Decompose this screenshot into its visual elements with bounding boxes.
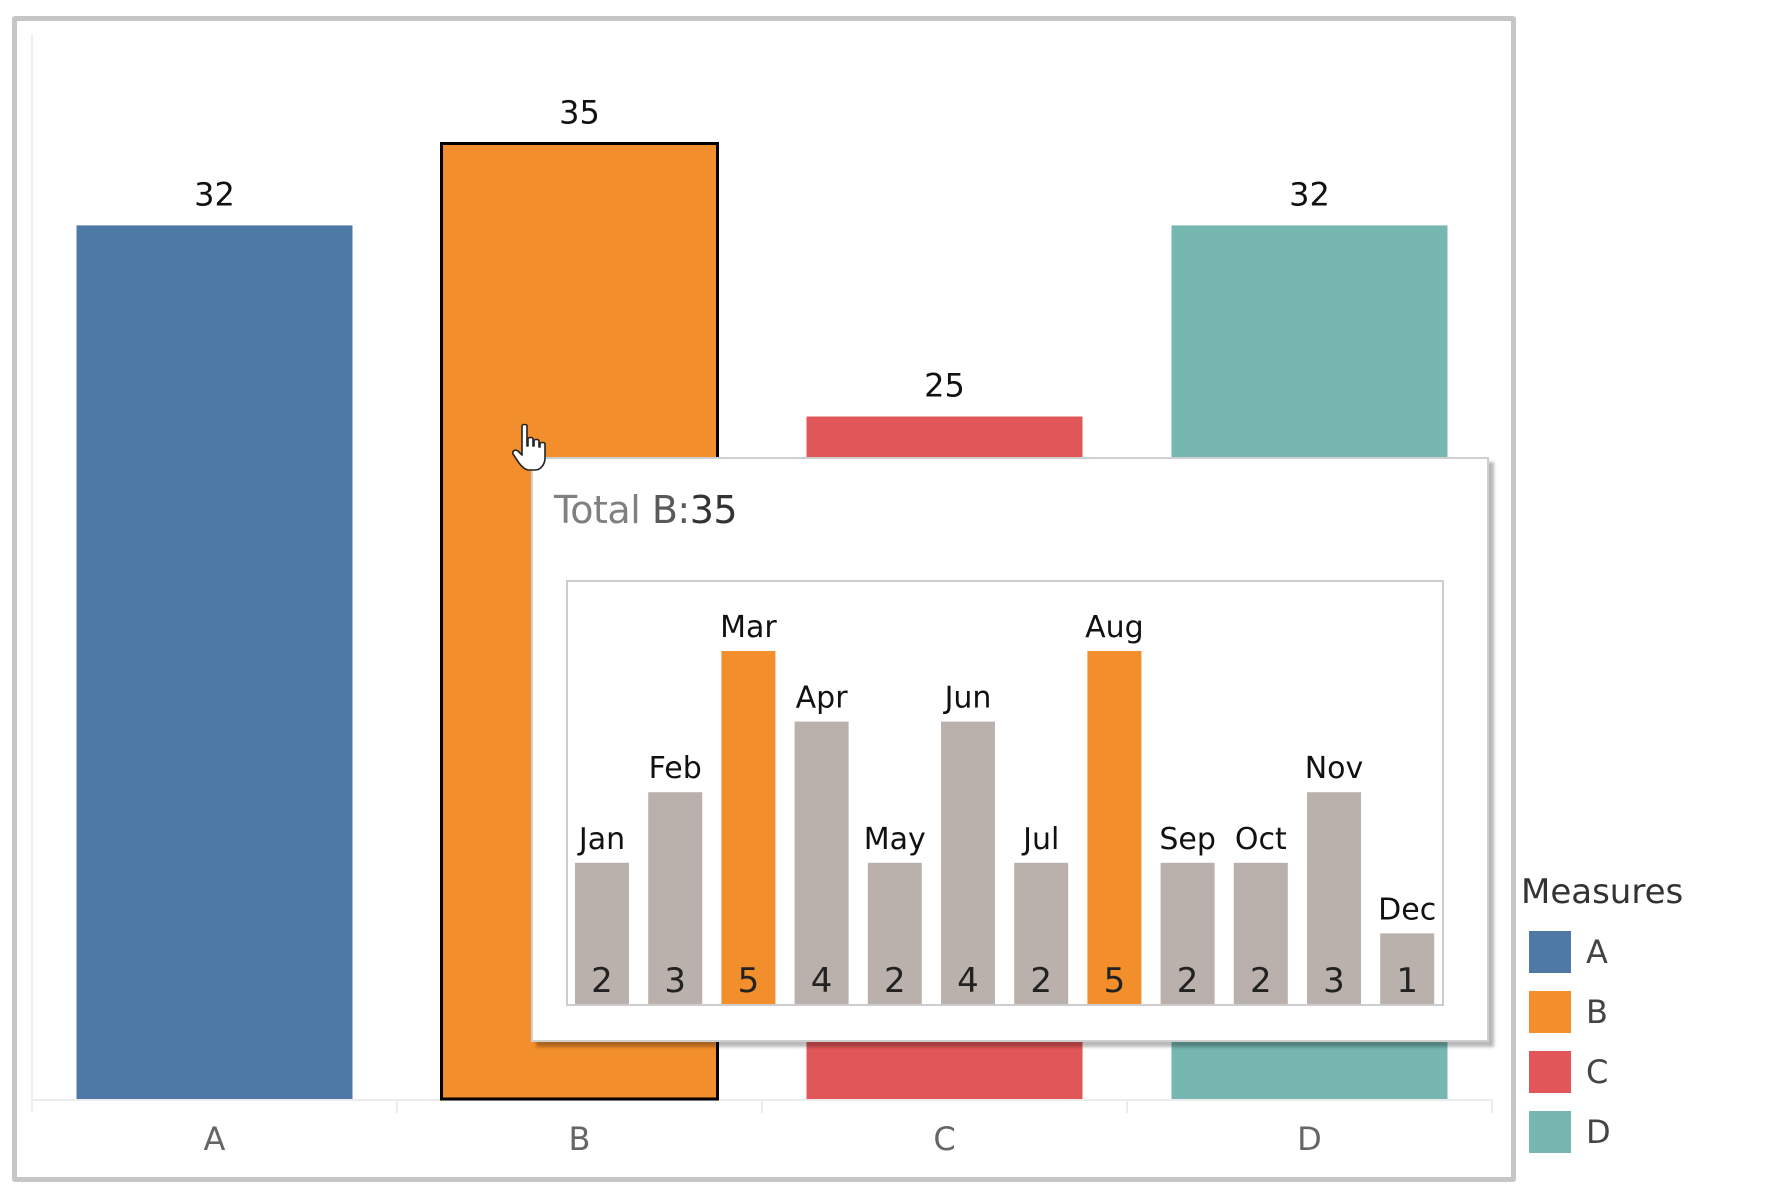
tooltip-month-label: May bbox=[864, 822, 926, 857]
tooltip-title: Total B:35 bbox=[554, 488, 738, 532]
tooltip-month-label: Aug bbox=[1085, 610, 1144, 645]
tooltip-bar-aug bbox=[1087, 651, 1142, 1004]
tooltip-bar-sep bbox=[1160, 862, 1215, 1004]
tooltip-value-label: 2 bbox=[1030, 961, 1052, 1001]
tooltip-month-label: Feb bbox=[649, 751, 702, 786]
tooltip-month-label: Jul bbox=[1021, 822, 1059, 857]
tooltip-bar-jun bbox=[941, 721, 995, 1004]
tooltip-month-label: Dec bbox=[1378, 892, 1436, 927]
x-tick-label: B bbox=[569, 1120, 591, 1158]
legend-item-d[interactable]: D bbox=[1529, 1111, 1649, 1153]
tooltip-bar-oct bbox=[1233, 862, 1288, 1004]
tooltip-value-label: 4 bbox=[957, 961, 979, 1001]
tooltip-value-label: 1 bbox=[1396, 961, 1418, 1001]
bar-value-label: 32 bbox=[194, 175, 235, 213]
tooltip-value-label: 2 bbox=[884, 961, 906, 1001]
legend-swatch bbox=[1529, 931, 1571, 973]
tooltip-bar-dec bbox=[1380, 933, 1435, 1004]
tooltip-value-label: 5 bbox=[1104, 961, 1126, 1001]
tooltip-value-label: 5 bbox=[738, 961, 760, 1001]
tooltip-value-label: 2 bbox=[1250, 961, 1272, 1001]
tooltip-month-label: Apr bbox=[796, 681, 849, 716]
legend-label: B bbox=[1586, 993, 1608, 1031]
tooltip-bar-jul bbox=[1014, 862, 1069, 1004]
bar-value-label: 32 bbox=[1289, 175, 1330, 213]
tooltip-bar-may bbox=[867, 862, 922, 1004]
tooltip-title-value: 35 bbox=[689, 488, 738, 532]
legend-swatch bbox=[1529, 991, 1571, 1033]
tooltip-month-label: Jan bbox=[577, 822, 625, 857]
legend-item-a[interactable]: A bbox=[1529, 931, 1649, 973]
x-tick-label: A bbox=[204, 1120, 226, 1158]
legend-item-b[interactable]: B bbox=[1529, 991, 1649, 1033]
tooltip-bar-apr bbox=[794, 721, 849, 1004]
bar-value-label: 35 bbox=[559, 94, 600, 132]
bar-value-label: 25 bbox=[924, 367, 965, 405]
tooltip-value-label: 3 bbox=[1323, 961, 1345, 1001]
tooltip-month-label: Mar bbox=[720, 610, 777, 645]
tooltip-value-label: 2 bbox=[1177, 961, 1199, 1001]
x-tick-label: D bbox=[1297, 1120, 1322, 1158]
legend-title: Measures bbox=[1521, 872, 1684, 912]
tooltip-bar-feb bbox=[648, 792, 703, 1004]
tooltip-month-label: Jun bbox=[943, 681, 992, 716]
tooltip-bar-nov bbox=[1307, 792, 1361, 1004]
tooltip-bar-mar bbox=[721, 651, 776, 1004]
legend-label: A bbox=[1586, 933, 1608, 971]
x-tick-label: C bbox=[933, 1120, 955, 1158]
tooltip-value-label: 3 bbox=[664, 961, 686, 1001]
tooltip-value-label: 4 bbox=[811, 961, 833, 1001]
tooltip-value-label: 2 bbox=[591, 961, 613, 1001]
tooltip-bar-jan bbox=[575, 862, 629, 1004]
bar-a[interactable] bbox=[76, 225, 353, 1099]
tooltip-month-label: Oct bbox=[1235, 822, 1287, 857]
legend-item-c[interactable]: C bbox=[1529, 1051, 1649, 1093]
tooltip-month-label: Nov bbox=[1305, 751, 1364, 786]
tooltip-title-measure: B: bbox=[651, 488, 690, 532]
legend-label: C bbox=[1586, 1053, 1609, 1091]
tooltip-month-label: Sep bbox=[1159, 822, 1216, 857]
tooltip-title-prefix: Total bbox=[554, 488, 641, 532]
legend-swatch bbox=[1529, 1051, 1571, 1093]
tooltip-chart-box bbox=[566, 580, 1444, 1006]
legend-label: D bbox=[1586, 1113, 1611, 1151]
legend-swatch bbox=[1529, 1111, 1571, 1153]
